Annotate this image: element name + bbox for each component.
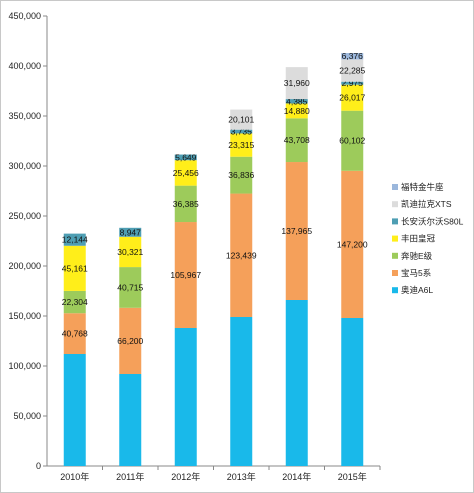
data-label: 20,101 — [228, 115, 254, 125]
bar-segment — [174, 328, 197, 466]
bar-segment — [63, 245, 86, 291]
data-label: 4,385 — [286, 96, 308, 106]
bar-segment — [119, 374, 142, 466]
y-tick-label: 450,000 — [8, 11, 41, 21]
y-tick-label: 100,000 — [8, 361, 41, 371]
y-tick-label: 300,000 — [8, 161, 41, 171]
x-tick-label: 2013年 — [227, 471, 256, 482]
bar-segment — [119, 267, 142, 308]
data-label: 25,456 — [173, 168, 199, 178]
data-label: 45,161 — [62, 263, 88, 273]
legend-label: 奔驰E级 — [401, 251, 433, 261]
x-tick-label: 2010年 — [60, 471, 89, 482]
bar-segment — [341, 170, 364, 318]
legend-swatch — [392, 235, 398, 242]
legend-swatch — [392, 218, 398, 225]
bar-segment — [230, 133, 253, 157]
bar-segment — [285, 118, 308, 163]
legend-swatch — [392, 184, 398, 190]
y-tick-label: 350,000 — [8, 111, 41, 121]
legend-label: 福特金牛座 — [401, 182, 444, 192]
legend-label: 凯迪拉克XTS — [401, 199, 452, 209]
bar-segment — [341, 318, 364, 466]
bar-segment — [285, 162, 308, 300]
data-label: 3,735 — [231, 127, 253, 137]
data-label: 147,200 — [337, 239, 368, 249]
bar-segment — [230, 317, 253, 466]
bar-segment — [63, 233, 86, 246]
data-label: 43,708 — [284, 135, 310, 145]
bar-segment — [63, 313, 86, 354]
bar-segment — [341, 59, 364, 82]
data-label: 8,947 — [120, 227, 142, 237]
legend-label: 长安沃尔沃S80L — [401, 216, 464, 226]
data-label: 36,385 — [173, 199, 199, 209]
bar-segment — [341, 84, 364, 111]
x-tick-label: 2011年 — [116, 471, 144, 482]
y-tick-label: 200,000 — [8, 261, 41, 271]
y-tick-label: 250,000 — [8, 211, 41, 221]
x-tick-label: 2014年 — [282, 471, 311, 482]
data-label: 14,880 — [284, 106, 310, 116]
data-label: 36,836 — [228, 170, 254, 180]
legend-label: 宝马5系 — [401, 268, 431, 278]
x-tick-label: 2015年 — [338, 471, 367, 482]
y-tick-label: 400,000 — [8, 61, 41, 71]
bar-segment — [341, 110, 364, 171]
data-label: 30,321 — [117, 247, 143, 257]
bar-segment — [230, 109, 253, 130]
bar-segment — [63, 290, 86, 314]
bar-segment — [230, 129, 253, 134]
bar-segment — [119, 236, 142, 268]
x-tick-label: 2012年 — [171, 471, 200, 482]
data-label: 22,304 — [62, 297, 88, 307]
legend-swatch — [392, 270, 398, 276]
legend-label: 奥迪A6L — [401, 285, 433, 295]
data-label: 137,965 — [281, 226, 312, 236]
bar-segment — [285, 300, 308, 466]
legend-swatch — [392, 287, 398, 294]
data-label: 66,200 — [117, 336, 143, 346]
y-tick-label: 150,000 — [8, 311, 41, 321]
bar-segment — [230, 193, 253, 317]
bar-segment — [341, 81, 364, 85]
data-label: 12,144 — [62, 235, 88, 245]
data-label: 123,439 — [226, 250, 257, 260]
bar-segment — [63, 354, 86, 466]
legend-label: 丰田皇冠 — [401, 234, 436, 244]
data-label: 26,017 — [339, 93, 365, 103]
y-tick-label: 0 — [36, 461, 41, 471]
legend-swatch — [392, 201, 398, 208]
data-label: 40,768 — [62, 329, 88, 339]
data-label: 22,285 — [339, 66, 365, 76]
bar-segment — [174, 154, 197, 161]
bar-segment — [174, 185, 197, 223]
data-label: 2,975 — [342, 78, 364, 88]
data-label: 31,960 — [284, 78, 310, 88]
legend-swatch — [392, 252, 398, 259]
data-label: 40,715 — [117, 282, 143, 292]
data-label: 5,649 — [175, 152, 197, 162]
bar-segment — [285, 67, 308, 100]
bar-segment — [119, 307, 142, 374]
bar-segment — [174, 222, 197, 328]
bar-segment — [285, 103, 308, 119]
data-label: 23,315 — [228, 140, 254, 150]
data-label: 6,376 — [342, 51, 364, 61]
data-label: 60,102 — [339, 136, 365, 146]
bar-segment — [285, 99, 308, 104]
bar-segment — [119, 227, 142, 237]
bar-segment — [341, 53, 364, 60]
y-tick-label: 50,000 — [13, 411, 41, 421]
data-label: 105,967 — [170, 270, 201, 280]
bar-segment — [230, 156, 253, 194]
bar-segment — [174, 160, 197, 186]
